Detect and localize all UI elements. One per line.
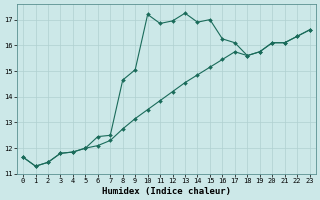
X-axis label: Humidex (Indice chaleur): Humidex (Indice chaleur) <box>102 187 231 196</box>
